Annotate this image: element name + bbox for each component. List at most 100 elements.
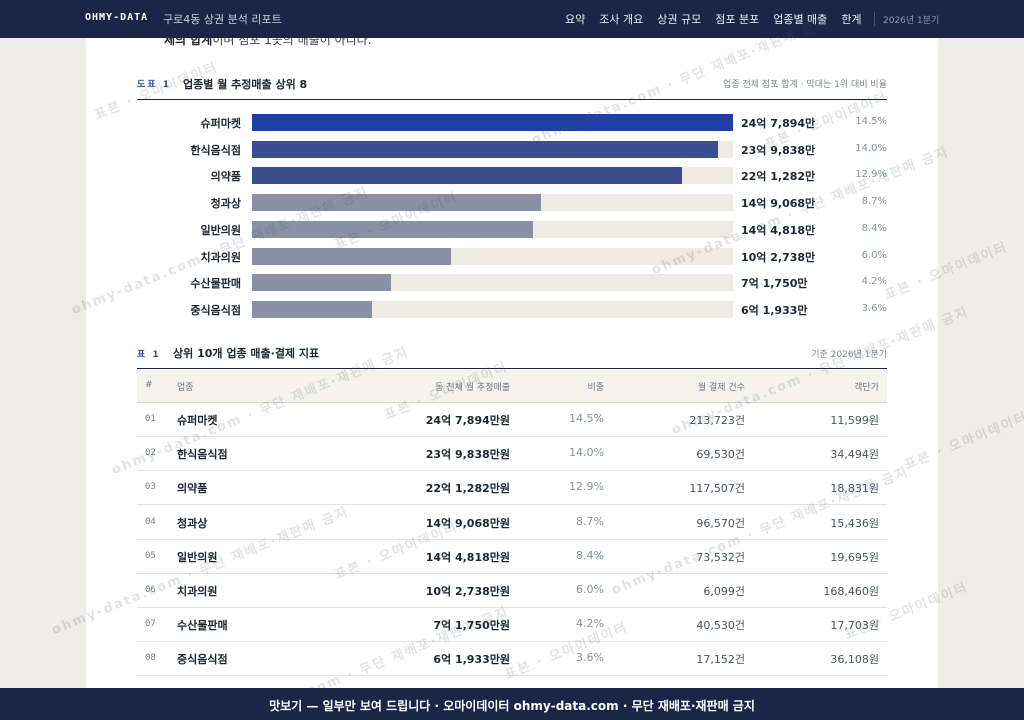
cell-count: 40,530건 <box>696 619 745 633</box>
cell-industry: 슈퍼마켓 <box>177 414 218 427</box>
nav-item-store-distribution[interactable]: 점포 분포 <box>715 13 760 26</box>
table-row[interactable]: 06 치과의원 10억 2,738만원 6.0% 6,099건 168,460원 <box>137 573 887 608</box>
bar-share: 12.9% <box>855 169 887 181</box>
bar-row: 중식음식점 6억 1,933만 3.6% <box>137 299 887 319</box>
bar-row: 수산물판매 7억 1,750만 4.2% <box>137 272 887 292</box>
bar-value: 14억 9,068만 <box>741 197 816 211</box>
bar-value: 14억 4,818만 <box>741 223 816 237</box>
bar <box>252 300 373 318</box>
col-share: 비중 <box>587 383 604 393</box>
intro-text-partial: 체의 합계이며 점포 1곳의 매출이 아니다. <box>164 38 372 48</box>
cell-count: 73,532건 <box>696 550 745 564</box>
top-bar: OHMY-DATA 구로4동 상권 분석 리포트 요약 조사 개요 상권 규모 … <box>0 0 1024 38</box>
cell-rank: 03 <box>145 482 156 493</box>
top-nav: 요약 조사 개요 상권 규모 점포 분포 업종별 매출 한계 <box>565 11 876 27</box>
bar-share: 6.0% <box>861 249 887 261</box>
bar <box>252 220 533 238</box>
table-row[interactable]: 08 중식음식점 6억 1,933만원 3.6% 17,152건 36,108원 <box>137 641 887 677</box>
bar-label: 일반의원 <box>200 223 241 237</box>
nav-item-market-size[interactable]: 상권 규모 <box>657 13 702 26</box>
bar-share: 8.7% <box>861 196 887 208</box>
nav-item-sales-by-industry[interactable]: 업종별 매출 <box>773 13 828 26</box>
intro-rest: 이며 점포 1곳의 매출이 아니다. <box>212 38 372 47</box>
cell-industry: 일반의원 <box>177 550 218 564</box>
bar-label: 청과상 <box>210 197 241 211</box>
banner-text: 맛보기 — 일부만 보여 드립니다 · 오마이데이터 ohmy-data.com… <box>269 699 755 713</box>
table-row[interactable]: 01 슈퍼마켓 24억 7,894만원 14.5% 213,723건 11,599원 <box>137 402 887 437</box>
cell-sales: 23억 9,838만원 <box>425 448 510 462</box>
col-industry: 업종 <box>177 383 194 393</box>
table-header: 표 1 상위 10개 업종 매출·결제 지표 기준 2026년 1분기 <box>137 344 887 369</box>
cell-industry: 한식음식점 <box>177 448 228 462</box>
cell-share: 3.6% <box>576 651 604 665</box>
bar-row: 한식음식점 23억 9,838만 14.0% <box>137 139 887 159</box>
bar-label: 수산물판매 <box>190 277 241 291</box>
brand-logo[interactable]: OHMY-DATA <box>85 12 149 23</box>
nav-item-summary[interactable]: 요약 <box>565 13 586 26</box>
bar-row: 청과상 14억 9,068만 8.7% <box>137 192 887 212</box>
cell-avg: 168,460원 <box>823 585 879 598</box>
cell-avg: 11,599원 <box>830 414 879 427</box>
cell-count: 96,570건 <box>696 516 745 530</box>
table-note: 기준 2026년 1분기 <box>811 350 887 360</box>
bar-track <box>252 114 733 131</box>
table-row[interactable]: 03 의약품 22억 1,282만원 12.9% 117,507건 18,831원 <box>137 470 887 506</box>
bar <box>252 114 733 131</box>
cell-rank: 05 <box>145 550 156 561</box>
bar-track <box>252 140 733 158</box>
bar-share: 14.5% <box>855 116 887 127</box>
cell-sales: 6억 1,933만원 <box>433 653 510 667</box>
nav-item-limitations[interactable]: 한계 <box>841 13 862 26</box>
bar-track <box>252 167 733 185</box>
cell-rank: 06 <box>145 585 156 595</box>
cell-avg: 34,494원 <box>830 448 879 462</box>
cell-sales: 22억 1,282만원 <box>425 482 510 496</box>
cell-avg: 17,703원 <box>830 619 879 633</box>
nav-item-overview[interactable]: 조사 개요 <box>599 13 644 26</box>
bar-label: 슈퍼마켓 <box>200 117 241 130</box>
cell-share: 8.7% <box>576 514 604 528</box>
period-label: 2026년 1분기 <box>883 16 940 26</box>
cell-sales: 24억 7,894만원 <box>425 414 510 427</box>
bar-row: 의약품 22억 1,282만 12.9% <box>137 165 887 185</box>
cell-sales: 7억 1,750만원 <box>433 619 510 633</box>
cell-count: 17,152건 <box>696 653 745 667</box>
bar-track <box>252 247 733 265</box>
cell-industry: 치과의원 <box>177 585 218 598</box>
col-avg: 객단가 <box>854 383 879 393</box>
bar-track <box>252 274 733 292</box>
report-title: 구로4동 상권 분석 리포트 <box>163 13 282 26</box>
cell-industry: 중식음식점 <box>177 653 228 667</box>
bar-value: 22억 1,282만 <box>741 170 816 184</box>
table-row[interactable]: 07 수산물판매 7억 1,750만원 4.2% 40,530건 17,703원 <box>137 607 887 643</box>
bar-row: 일반의원 14억 4,818만 8.4% <box>137 219 887 239</box>
cell-avg: 19,695원 <box>830 550 879 564</box>
table-row[interactable]: 04 청과상 14억 9,068만원 8.7% 96,570건 15,436원 <box>137 505 887 540</box>
bar-row: 슈퍼마켓 24억 7,894만 14.5% <box>137 112 887 132</box>
cell-avg: 36,108원 <box>830 653 879 667</box>
cell-share: 14.0% <box>569 446 604 460</box>
bar-track <box>252 194 733 212</box>
bar-share: 4.2% <box>861 276 887 288</box>
cell-rank: 07 <box>145 619 156 630</box>
bar-value: 23억 9,838만 <box>741 143 816 157</box>
cell-share: 12.9% <box>569 480 604 494</box>
bar <box>252 140 718 158</box>
cell-industry: 청과상 <box>177 516 208 530</box>
report-page: 체의 합계이며 점포 1곳의 매출이 아니다. 도표 1 업종별 월 추정매출 … <box>86 38 938 690</box>
figure-number: 도표 1 <box>137 80 171 90</box>
bar-row: 치과의원 10억 2,738만 6.0% <box>137 246 887 266</box>
intro-bold: 체의 합계 <box>164 38 213 47</box>
bar-label: 의약품 <box>210 170 241 184</box>
figure-header: 도표 1 업종별 월 추정매출 상위 8 업종 전체 점포 합계 · 막대는 1… <box>137 75 887 100</box>
table-row[interactable]: 02 한식음식점 23억 9,838만원 14.0% 69,530건 34,494원 <box>137 436 887 472</box>
figure-note: 업종 전체 점포 합계 · 막대는 1위 대비 비율 <box>723 80 887 90</box>
cell-share: 8.4% <box>576 548 604 562</box>
cell-share: 14.5% <box>569 412 604 425</box>
cell-count: 117,507건 <box>689 482 745 496</box>
col-count: 월 결제 건수 <box>697 383 745 393</box>
col-rank: # <box>145 380 153 390</box>
table-row[interactable]: 05 일반의원 14억 4,818만원 8.4% 73,532건 19,695원 <box>137 539 887 574</box>
cell-avg: 18,831원 <box>830 482 879 496</box>
cell-rank: 08 <box>145 653 156 664</box>
